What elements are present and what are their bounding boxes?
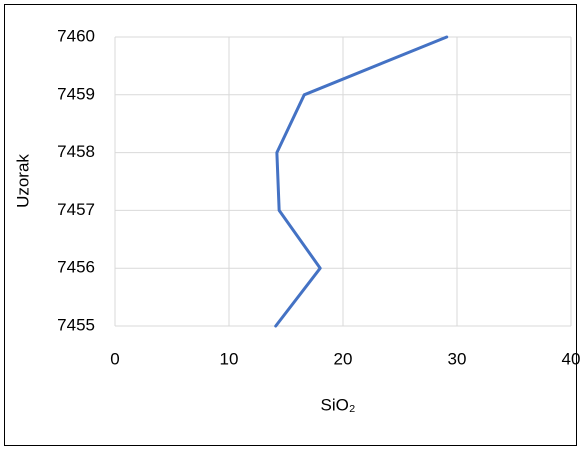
- y-axis-label: Uzorak: [13, 154, 32, 208]
- y-tick-label: 7458: [57, 142, 95, 161]
- x-tick-label: 30: [448, 349, 467, 368]
- x-tick-label: 20: [334, 349, 353, 368]
- y-tick-label: 7455: [57, 315, 95, 334]
- x-axis-label: SiO₂: [321, 395, 356, 414]
- y-tick-label: 7457: [57, 200, 95, 219]
- data-line: [274, 35, 449, 328]
- x-tick-label: 0: [110, 349, 119, 368]
- x-tick-label: 40: [562, 349, 580, 368]
- y-tick-label: 7460: [57, 26, 95, 45]
- x-tick-label: 10: [220, 349, 239, 368]
- y-tick-label: 7456: [57, 258, 95, 277]
- y-tick-label: 7459: [57, 84, 95, 103]
